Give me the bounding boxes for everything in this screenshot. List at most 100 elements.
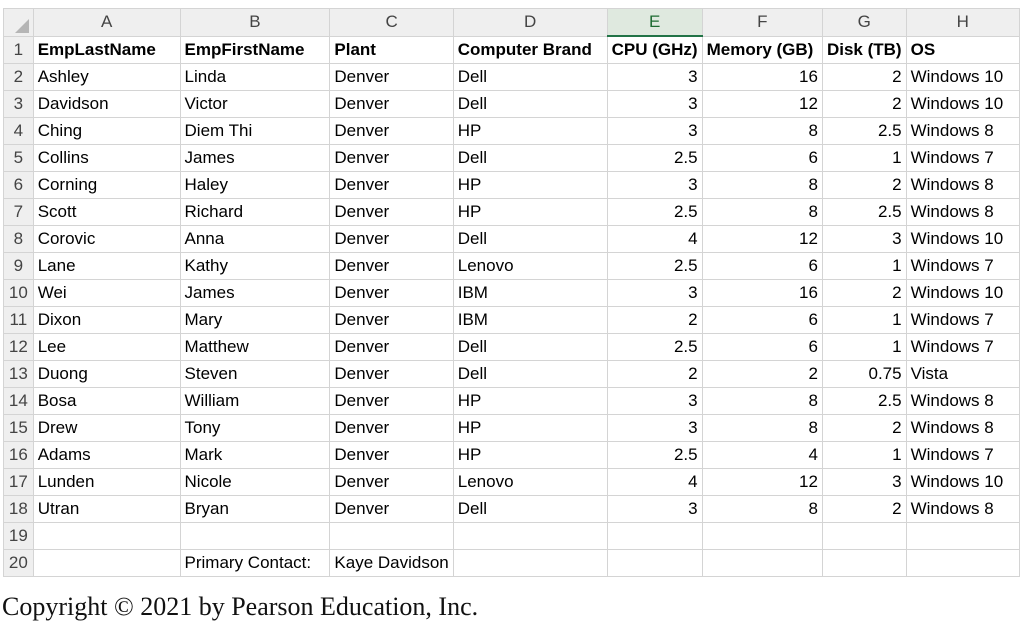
- cell-g2[interactable]: 2: [821, 63, 907, 91]
- cell-a17[interactable]: Lunden: [32, 468, 181, 496]
- cell-h11[interactable]: Windows 7: [905, 306, 1020, 334]
- row-header[interactable]: 5: [3, 144, 34, 172]
- cell-b2[interactable]: Linda: [179, 63, 331, 91]
- cell-a14[interactable]: Bosa: [32, 387, 181, 415]
- cell-h15[interactable]: Windows 8: [905, 414, 1020, 442]
- cell-h5[interactable]: Windows 7: [905, 144, 1020, 172]
- cell-e1[interactable]: CPU (GHz): [606, 35, 703, 64]
- cell-a12[interactable]: Lee: [32, 333, 181, 361]
- cell-e7[interactable]: 2.5: [606, 198, 703, 226]
- cell-d11[interactable]: IBM: [452, 306, 608, 334]
- cell-c20[interactable]: Kaye Davidson: [329, 549, 454, 577]
- cell-f5[interactable]: 6: [701, 144, 823, 172]
- cell-c13[interactable]: Denver: [329, 360, 454, 388]
- cell-g9[interactable]: 1: [821, 252, 907, 280]
- row-header[interactable]: 1: [3, 35, 34, 64]
- row-header[interactable]: 7: [3, 198, 34, 226]
- cell-c4[interactable]: Denver: [329, 117, 454, 145]
- column-header-g[interactable]: G: [821, 8, 907, 37]
- cell-a15[interactable]: Drew: [32, 414, 181, 442]
- cell-g1[interactable]: Disk (TB): [821, 35, 907, 64]
- row-header[interactable]: 15: [3, 414, 34, 442]
- cell-f14[interactable]: 8: [701, 387, 823, 415]
- cell-g5[interactable]: 1: [821, 144, 907, 172]
- cell-c19[interactable]: [329, 522, 454, 550]
- cell-c2[interactable]: Denver: [329, 63, 454, 91]
- cell-e9[interactable]: 2.5: [606, 252, 703, 280]
- cell-a1[interactable]: EmpLastName: [32, 35, 181, 64]
- cell-f17[interactable]: 12: [701, 468, 823, 496]
- cell-g20[interactable]: [821, 549, 907, 577]
- cell-a20[interactable]: [32, 549, 181, 577]
- cell-b4[interactable]: Diem Thi: [179, 117, 331, 145]
- cell-c5[interactable]: Denver: [329, 144, 454, 172]
- cell-a8[interactable]: Corovic: [32, 225, 181, 253]
- cell-g18[interactable]: 2: [821, 495, 907, 523]
- cell-d14[interactable]: HP: [452, 387, 608, 415]
- cell-g13[interactable]: 0.75: [821, 360, 907, 388]
- cell-g8[interactable]: 3: [821, 225, 907, 253]
- cell-h18[interactable]: Windows 8: [905, 495, 1020, 523]
- cell-b7[interactable]: Richard: [179, 198, 331, 226]
- cell-d20[interactable]: [452, 549, 608, 577]
- cell-f10[interactable]: 16: [701, 279, 823, 307]
- cell-e8[interactable]: 4: [606, 225, 703, 253]
- cell-c7[interactable]: Denver: [329, 198, 454, 226]
- cell-b3[interactable]: Victor: [179, 90, 331, 118]
- cell-f16[interactable]: 4: [701, 441, 823, 469]
- cell-f18[interactable]: 8: [701, 495, 823, 523]
- cell-a2[interactable]: Ashley: [32, 63, 181, 91]
- row-header[interactable]: 14: [3, 387, 34, 415]
- cell-e15[interactable]: 3: [606, 414, 703, 442]
- cell-c8[interactable]: Denver: [329, 225, 454, 253]
- cell-b18[interactable]: Bryan: [179, 495, 331, 523]
- cell-h1[interactable]: OS: [905, 35, 1020, 64]
- cell-h2[interactable]: Windows 10: [905, 63, 1020, 91]
- cell-f4[interactable]: 8: [701, 117, 823, 145]
- cell-g3[interactable]: 2: [821, 90, 907, 118]
- cell-d13[interactable]: Dell: [452, 360, 608, 388]
- cell-g7[interactable]: 2.5: [821, 198, 907, 226]
- cell-b1[interactable]: EmpFirstName: [179, 35, 331, 64]
- cell-e14[interactable]: 3: [606, 387, 703, 415]
- cell-h19[interactable]: [905, 522, 1020, 550]
- cell-d9[interactable]: Lenovo: [452, 252, 608, 280]
- cell-b20[interactable]: Primary Contact:: [179, 549, 331, 577]
- column-header-c[interactable]: C: [329, 8, 454, 37]
- cell-h3[interactable]: Windows 10: [905, 90, 1020, 118]
- cell-h9[interactable]: Windows 7: [905, 252, 1020, 280]
- cell-f12[interactable]: 6: [701, 333, 823, 361]
- row-header[interactable]: 3: [3, 90, 34, 118]
- cell-h16[interactable]: Windows 7: [905, 441, 1020, 469]
- cell-c16[interactable]: Denver: [329, 441, 454, 469]
- cell-d6[interactable]: HP: [452, 171, 608, 199]
- column-header-h[interactable]: H: [905, 8, 1020, 37]
- cell-h14[interactable]: Windows 8: [905, 387, 1020, 415]
- cell-d7[interactable]: HP: [452, 198, 608, 226]
- cell-d12[interactable]: Dell: [452, 333, 608, 361]
- cell-a10[interactable]: Wei: [32, 279, 181, 307]
- row-header[interactable]: 2: [3, 63, 34, 91]
- cell-g17[interactable]: 3: [821, 468, 907, 496]
- cell-c6[interactable]: Denver: [329, 171, 454, 199]
- row-header[interactable]: 4: [3, 117, 34, 145]
- cell-g4[interactable]: 2.5: [821, 117, 907, 145]
- cell-g16[interactable]: 1: [821, 441, 907, 469]
- cell-g14[interactable]: 2.5: [821, 387, 907, 415]
- cell-d10[interactable]: IBM: [452, 279, 608, 307]
- cell-b9[interactable]: Kathy: [179, 252, 331, 280]
- cell-g11[interactable]: 1: [821, 306, 907, 334]
- cell-b17[interactable]: Nicole: [179, 468, 331, 496]
- cell-f1[interactable]: Memory (GB): [701, 35, 823, 64]
- cell-e18[interactable]: 3: [606, 495, 703, 523]
- row-header[interactable]: 12: [3, 333, 34, 361]
- cell-h10[interactable]: Windows 10: [905, 279, 1020, 307]
- cell-g6[interactable]: 2: [821, 171, 907, 199]
- column-header-a[interactable]: A: [32, 8, 181, 37]
- cell-f13[interactable]: 2: [701, 360, 823, 388]
- cell-f2[interactable]: 16: [701, 63, 823, 91]
- cell-e10[interactable]: 3: [606, 279, 703, 307]
- cell-a6[interactable]: Corning: [32, 171, 181, 199]
- cell-d17[interactable]: Lenovo: [452, 468, 608, 496]
- cell-g15[interactable]: 2: [821, 414, 907, 442]
